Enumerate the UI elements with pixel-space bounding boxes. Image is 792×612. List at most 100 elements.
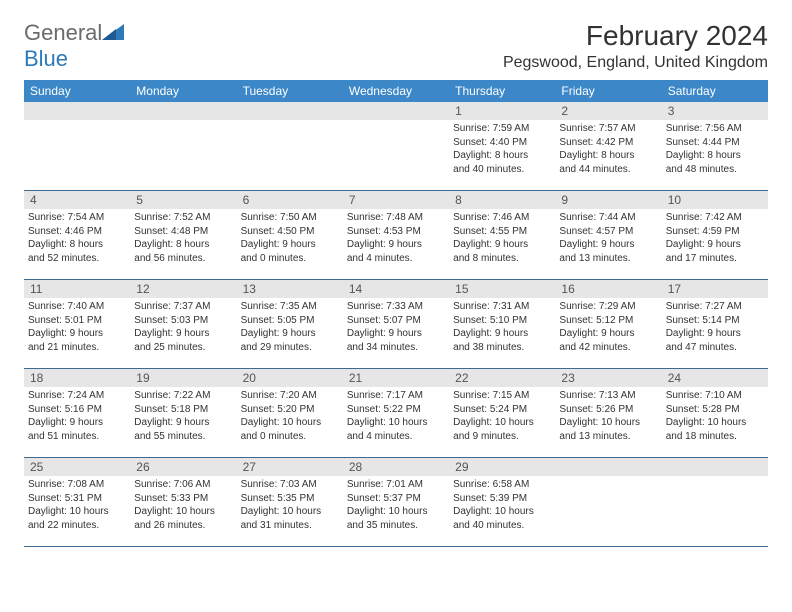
day-info-line: Sunset: 5:33 PM	[134, 492, 232, 506]
weeks-container: 123Sunrise: 7:59 AMSunset: 4:40 PMDaylig…	[24, 102, 768, 547]
day-info-line: Sunset: 5:03 PM	[134, 314, 232, 328]
day-info-line: Daylight: 9 hours	[134, 416, 232, 430]
day-info-line: Sunrise: 7:08 AM	[28, 478, 126, 492]
day-info-line: and 42 minutes.	[559, 341, 657, 355]
day-info-line: Sunrise: 7:52 AM	[134, 211, 232, 225]
day-number: 18	[24, 369, 130, 387]
day-number: 8	[449, 191, 555, 209]
day-number: 16	[555, 280, 661, 298]
day-cell: Sunrise: 7:03 AMSunset: 5:35 PMDaylight:…	[237, 476, 343, 546]
day-info-line: Sunset: 5:26 PM	[559, 403, 657, 417]
day-cell: Sunrise: 7:24 AMSunset: 5:16 PMDaylight:…	[24, 387, 130, 457]
day-info-line: Sunset: 4:46 PM	[28, 225, 126, 239]
logo-triangle-icon	[102, 24, 124, 40]
day-info-line: Sunset: 5:01 PM	[28, 314, 126, 328]
day-number: 12	[130, 280, 236, 298]
day-info-line: Sunset: 5:07 PM	[347, 314, 445, 328]
day-cell	[24, 120, 130, 190]
day-cell: Sunrise: 7:44 AMSunset: 4:57 PMDaylight:…	[555, 209, 661, 279]
day-number: 14	[343, 280, 449, 298]
day-number: 26	[130, 458, 236, 476]
day-info-line: and 47 minutes.	[666, 341, 764, 355]
day-info-line: and 51 minutes.	[28, 430, 126, 444]
day-number: 9	[555, 191, 661, 209]
day-number: 29	[449, 458, 555, 476]
day-cell: Sunrise: 7:06 AMSunset: 5:33 PMDaylight:…	[130, 476, 236, 546]
week-row: Sunrise: 7:40 AMSunset: 5:01 PMDaylight:…	[24, 298, 768, 369]
day-info-line: Sunrise: 7:24 AM	[28, 389, 126, 403]
day-info-line: Sunrise: 7:03 AM	[241, 478, 339, 492]
logo-text-2: Blue	[24, 46, 68, 71]
day-info-line: Sunrise: 7:57 AM	[559, 122, 657, 136]
day-info-line: Sunrise: 7:06 AM	[134, 478, 232, 492]
day-info-line: Sunset: 4:57 PM	[559, 225, 657, 239]
day-info-line: Daylight: 10 hours	[347, 416, 445, 430]
day-info-line: Daylight: 10 hours	[28, 505, 126, 519]
day-info-line: Daylight: 9 hours	[241, 327, 339, 341]
day-info-line: Sunrise: 7:13 AM	[559, 389, 657, 403]
day-number	[343, 102, 449, 120]
day-number: 4	[24, 191, 130, 209]
day-cell	[555, 476, 661, 546]
day-info-line: Daylight: 9 hours	[453, 238, 551, 252]
day-info-line: and 13 minutes.	[559, 430, 657, 444]
day-number-row: 45678910	[24, 191, 768, 209]
day-info-line: and 17 minutes.	[666, 252, 764, 266]
calendar-page: GeneralBlue February 2024 Pegswood, Engl…	[0, 0, 792, 567]
day-cell	[237, 120, 343, 190]
day-number: 27	[237, 458, 343, 476]
day-number-row: 11121314151617	[24, 280, 768, 298]
day-cell: Sunrise: 7:29 AMSunset: 5:12 PMDaylight:…	[555, 298, 661, 368]
day-cell: Sunrise: 7:13 AMSunset: 5:26 PMDaylight:…	[555, 387, 661, 457]
logo-text: GeneralBlue	[24, 20, 124, 72]
day-number-row: 2526272829	[24, 458, 768, 476]
day-number: 11	[24, 280, 130, 298]
day-cell: Sunrise: 7:01 AMSunset: 5:37 PMDaylight:…	[343, 476, 449, 546]
day-info-line: Sunset: 5:35 PM	[241, 492, 339, 506]
day-info-line: Sunrise: 7:50 AM	[241, 211, 339, 225]
day-cell: Sunrise: 7:54 AMSunset: 4:46 PMDaylight:…	[24, 209, 130, 279]
day-info-line: and 44 minutes.	[559, 163, 657, 177]
day-cell: Sunrise: 7:46 AMSunset: 4:55 PMDaylight:…	[449, 209, 555, 279]
location-text: Pegswood, England, United Kingdom	[503, 54, 768, 72]
day-number: 6	[237, 191, 343, 209]
day-number-row: 123	[24, 102, 768, 120]
day-number: 21	[343, 369, 449, 387]
day-info-line: Sunrise: 7:27 AM	[666, 300, 764, 314]
day-info-line: and 35 minutes.	[347, 519, 445, 533]
day-cell: Sunrise: 7:50 AMSunset: 4:50 PMDaylight:…	[237, 209, 343, 279]
day-number: 5	[130, 191, 236, 209]
weekday-header: Friday	[555, 80, 661, 102]
day-info-line: Daylight: 9 hours	[28, 327, 126, 341]
day-info-line: Daylight: 10 hours	[241, 416, 339, 430]
day-cell	[343, 120, 449, 190]
day-info-line: Sunset: 4:55 PM	[453, 225, 551, 239]
day-cell: Sunrise: 7:56 AMSunset: 4:44 PMDaylight:…	[662, 120, 768, 190]
day-cell: Sunrise: 7:08 AMSunset: 5:31 PMDaylight:…	[24, 476, 130, 546]
day-info-line: Daylight: 9 hours	[666, 238, 764, 252]
day-info-line: and 40 minutes.	[453, 519, 551, 533]
day-info-line: Sunset: 5:20 PM	[241, 403, 339, 417]
day-info-line: and 40 minutes.	[453, 163, 551, 177]
day-info-line: Sunset: 5:39 PM	[453, 492, 551, 506]
day-info-line: Daylight: 10 hours	[241, 505, 339, 519]
day-info-line: and 31 minutes.	[241, 519, 339, 533]
page-header: GeneralBlue February 2024 Pegswood, Engl…	[24, 20, 768, 72]
day-info-line: Sunset: 5:37 PM	[347, 492, 445, 506]
day-info-line: Sunrise: 7:31 AM	[453, 300, 551, 314]
day-info-line: and 13 minutes.	[559, 252, 657, 266]
day-number: 24	[662, 369, 768, 387]
month-title: February 2024	[503, 20, 768, 52]
day-info-line: Daylight: 10 hours	[559, 416, 657, 430]
day-info-line: Daylight: 9 hours	[559, 238, 657, 252]
weekday-header-row: Sunday Monday Tuesday Wednesday Thursday…	[24, 80, 768, 102]
day-info-line: Sunrise: 7:42 AM	[666, 211, 764, 225]
day-cell: Sunrise: 7:27 AMSunset: 5:14 PMDaylight:…	[662, 298, 768, 368]
day-info-line: Daylight: 10 hours	[134, 505, 232, 519]
day-info-line: Sunset: 5:10 PM	[453, 314, 551, 328]
day-number: 7	[343, 191, 449, 209]
day-info-line: Sunrise: 7:56 AM	[666, 122, 764, 136]
day-info-line: Sunrise: 7:40 AM	[28, 300, 126, 314]
day-info-line: Sunrise: 7:20 AM	[241, 389, 339, 403]
day-info-line: Sunset: 4:44 PM	[666, 136, 764, 150]
